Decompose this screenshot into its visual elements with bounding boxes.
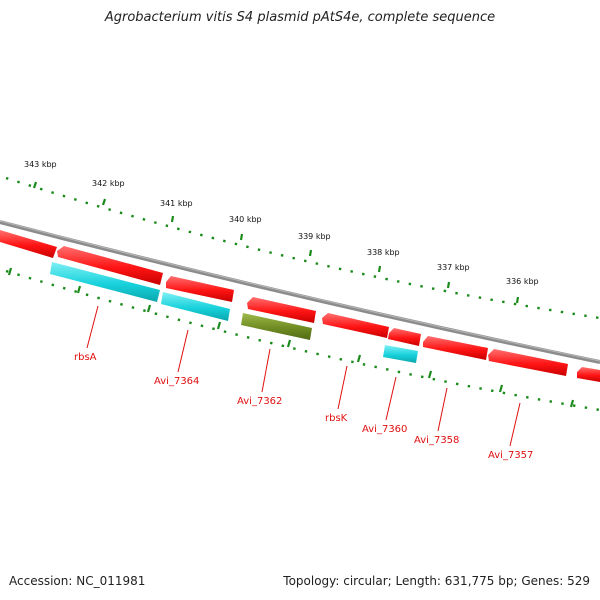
- major-tick: [356, 354, 362, 363]
- gene-arrow-forward: [322, 313, 389, 338]
- gene-label: rbsK: [325, 413, 348, 424]
- gene-arrow-forward: [57, 246, 163, 285]
- major-tick: [446, 281, 451, 289]
- major-tick: [286, 339, 292, 348]
- major-tick: [569, 399, 575, 408]
- gene-arrow-reverse: [383, 345, 418, 363]
- major-tick: [239, 233, 244, 241]
- outer-scale-dots: [5, 176, 600, 320]
- major-tick: [377, 265, 382, 273]
- gene-arrow-forward: [488, 349, 568, 376]
- gene-arrow-reverse: [161, 292, 230, 321]
- tick-label: 338 kbp: [367, 248, 400, 257]
- gene-labels: rbsA Avi_7364 Avi_7362 rbsK Avi_7360 Avi…: [74, 352, 533, 461]
- major-tick: [7, 267, 13, 276]
- tick-label: 342 kbp: [92, 179, 125, 188]
- gene-arrow-forward: [423, 336, 488, 360]
- leader-line: [261, 348, 271, 393]
- leader-line: [86, 305, 99, 349]
- gene-label: Avi_7362: [237, 396, 282, 407]
- gene-arrow-forward: [0, 230, 57, 258]
- tick-label: 339 kbp: [298, 232, 331, 241]
- major-tick: [308, 249, 313, 257]
- leader-line: [385, 376, 397, 421]
- tick-label: 341 kbp: [160, 199, 193, 208]
- leader-line: [437, 387, 448, 432]
- leader-line: [509, 402, 521, 447]
- gene-arrow-reverse: [50, 262, 160, 302]
- major-tick: [32, 181, 38, 189]
- major-tick: [515, 296, 520, 304]
- gene-label: Avi_7357: [488, 450, 533, 461]
- major-tick: [170, 215, 175, 223]
- major-tick: [146, 304, 152, 313]
- outer-major-ticks: [32, 181, 520, 304]
- major-tick: [498, 384, 504, 393]
- inner-scale-dots: [5, 269, 600, 412]
- major-tick: [216, 321, 222, 330]
- reverse-strand-genes: [50, 262, 418, 363]
- major-tick: [101, 198, 107, 206]
- map-title: Agrobacterium vitis S4 plasmid pAtS4e, c…: [104, 10, 496, 25]
- major-tick: [427, 370, 433, 379]
- tick-label: 340 kbp: [229, 215, 262, 224]
- leader-line: [177, 329, 189, 373]
- scale-tick-labels: 343 kbp 342 kbp 341 kbp 340 kbp 339 kbp …: [24, 160, 539, 286]
- forward-strand-genes: [0, 230, 600, 382]
- accession-label: Accession: NC_011981: [9, 574, 146, 588]
- gene-arrow-forward: [388, 328, 421, 346]
- tick-label: 343 kbp: [24, 160, 57, 169]
- gene-label: Avi_7360: [362, 424, 407, 435]
- tick-label: 337 kbp: [437, 263, 470, 272]
- backbone-arc-highlight: [0, 220, 600, 362]
- leader-line: [337, 365, 348, 410]
- tick-label: 336 kbp: [506, 277, 539, 286]
- backbone-arc: [0, 220, 600, 364]
- gene-arrow-forward: [166, 276, 234, 302]
- gene-label-leaders: [86, 305, 521, 447]
- major-tick: [76, 285, 82, 294]
- inner-major-ticks: [7, 267, 575, 408]
- topology-summary: Topology: circular; Length: 631,775 bp; …: [283, 574, 590, 588]
- gene-arrow-forward: [247, 297, 316, 323]
- gene-label: rbsA: [74, 352, 97, 363]
- gene-arrow-reverse: [241, 313, 312, 340]
- gene-arrow-forward: [577, 367, 600, 382]
- gene-label: Avi_7364: [154, 376, 199, 387]
- gene-label: Avi_7358: [414, 435, 459, 446]
